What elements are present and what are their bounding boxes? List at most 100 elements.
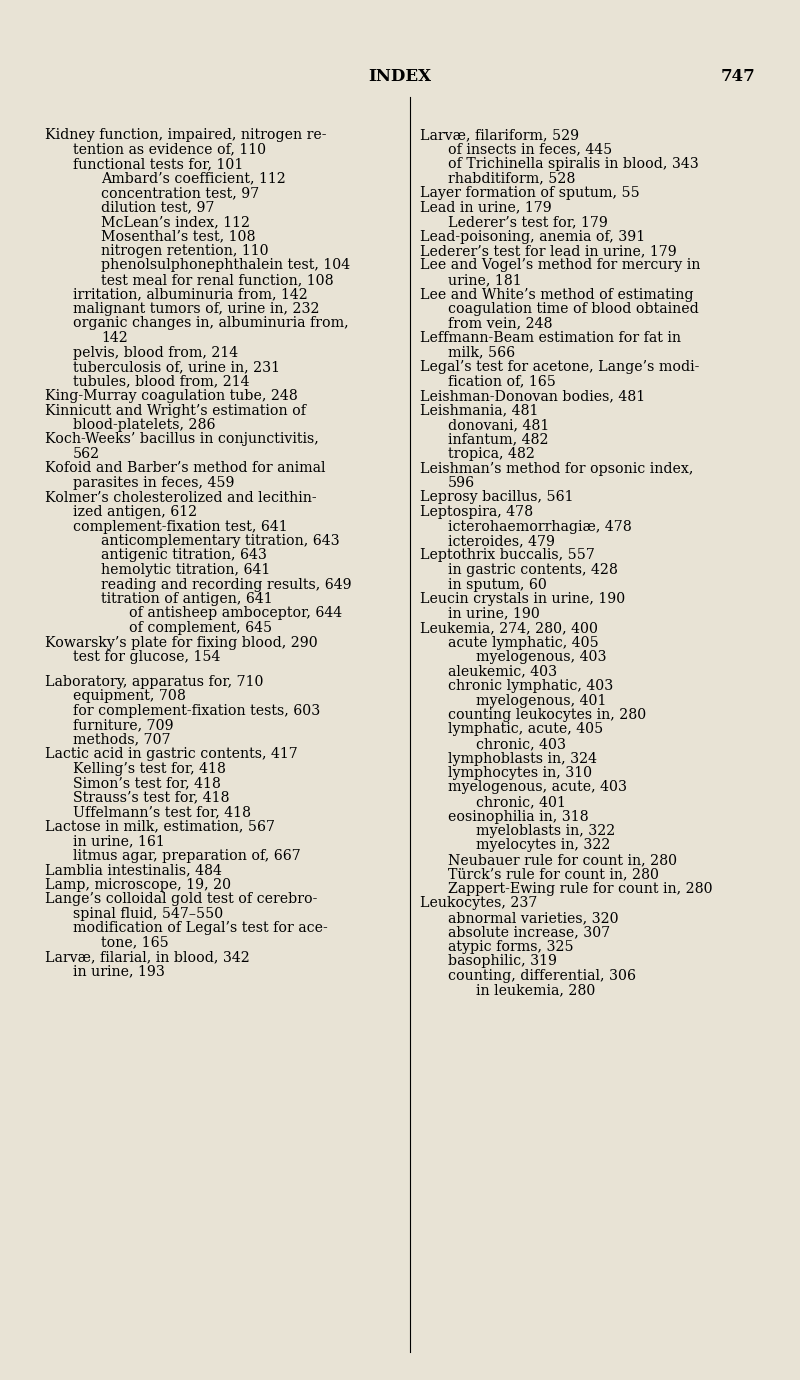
Text: for complement-fixation tests, 603: for complement-fixation tests, 603 (73, 704, 320, 718)
Text: Leishman-Donovan bodies, 481: Leishman-Donovan bodies, 481 (420, 389, 645, 403)
Text: test for glucose, 154: test for glucose, 154 (73, 650, 220, 664)
Text: Lederer’s test for lead in urine, 179: Lederer’s test for lead in urine, 179 (420, 244, 677, 258)
Text: Lamblia intestinalis, 484: Lamblia intestinalis, 484 (45, 862, 222, 878)
Text: equipment, 708: equipment, 708 (73, 689, 186, 704)
Text: Leucin crystals in urine, 190: Leucin crystals in urine, 190 (420, 592, 626, 606)
Text: fication of, 165: fication of, 165 (448, 374, 556, 389)
Text: antigenic titration, 643: antigenic titration, 643 (101, 548, 267, 563)
Text: malignant tumors of, urine in, 232: malignant tumors of, urine in, 232 (73, 302, 319, 316)
Text: in leukemia, 280: in leukemia, 280 (476, 984, 595, 998)
Text: 596: 596 (448, 476, 475, 490)
Text: rhabditiform, 528: rhabditiform, 528 (448, 171, 575, 185)
Text: myelogenous, 401: myelogenous, 401 (476, 694, 606, 708)
Text: in urine, 161: in urine, 161 (73, 834, 165, 849)
Text: myelogenous, 403: myelogenous, 403 (476, 650, 606, 664)
Text: in urine, 190: in urine, 190 (448, 606, 540, 621)
Text: dilution test, 97: dilution test, 97 (101, 200, 214, 214)
Text: irritation, albuminuria from, 142: irritation, albuminuria from, 142 (73, 287, 308, 301)
Text: icteroides, 479: icteroides, 479 (448, 534, 555, 548)
Text: myelogenous, acute, 403: myelogenous, acute, 403 (448, 781, 627, 795)
Text: atypic forms, 325: atypic forms, 325 (448, 940, 574, 954)
Text: titration of antigen, 641: titration of antigen, 641 (101, 592, 273, 606)
Text: Lead-poisoning, anemia of, 391: Lead-poisoning, anemia of, 391 (420, 229, 645, 243)
Text: donovani, 481: donovani, 481 (448, 418, 550, 432)
Text: Simon’s test for, 418: Simon’s test for, 418 (73, 776, 221, 791)
Text: lymphatic, acute, 405: lymphatic, acute, 405 (448, 723, 603, 737)
Text: tention as evidence of, 110: tention as evidence of, 110 (73, 142, 266, 156)
Text: Lange’s colloidal gold test of cerebro-: Lange’s colloidal gold test of cerebro- (45, 891, 318, 907)
Text: reading and recording results, 649: reading and recording results, 649 (101, 577, 352, 592)
Text: Lead in urine, 179: Lead in urine, 179 (420, 200, 552, 214)
Text: Lactic acid in gastric contents, 417: Lactic acid in gastric contents, 417 (45, 747, 298, 762)
Text: tropica, 482: tropica, 482 (448, 447, 535, 461)
Text: Layer formation of sputum, 55: Layer formation of sputum, 55 (420, 186, 640, 200)
Text: Leishmania, 481: Leishmania, 481 (420, 403, 538, 418)
Text: Kofoid and Barber’s method for animal: Kofoid and Barber’s method for animal (45, 461, 326, 476)
Text: Leukocytes, 237: Leukocytes, 237 (420, 897, 538, 911)
Text: tone, 165: tone, 165 (101, 936, 169, 949)
Text: chronic, 403: chronic, 403 (476, 737, 566, 751)
Text: Neubauer rule for count in, 280: Neubauer rule for count in, 280 (448, 853, 677, 867)
Text: eosinophilia in, 318: eosinophilia in, 318 (448, 810, 589, 824)
Text: Kolmer’s cholesterolized and lecithin-: Kolmer’s cholesterolized and lecithin- (45, 490, 317, 505)
Text: absolute increase, 307: absolute increase, 307 (448, 926, 610, 940)
Text: Kelling’s test for, 418: Kelling’s test for, 418 (73, 762, 226, 776)
Text: blood-platelets, 286: blood-platelets, 286 (73, 418, 215, 432)
Text: tubules, blood from, 214: tubules, blood from, 214 (73, 374, 250, 389)
Text: of Trichinella spiralis in blood, 343: of Trichinella spiralis in blood, 343 (448, 157, 698, 171)
Text: parasites in feces, 459: parasites in feces, 459 (73, 476, 234, 490)
Text: Zappert-Ewing rule for count in, 280: Zappert-Ewing rule for count in, 280 (448, 882, 713, 896)
Text: from vein, 248: from vein, 248 (448, 316, 553, 330)
Text: Ambard’s coefficient, 112: Ambard’s coefficient, 112 (101, 171, 286, 185)
Text: King-Murray coagulation tube, 248: King-Murray coagulation tube, 248 (45, 389, 298, 403)
Text: of insects in feces, 445: of insects in feces, 445 (448, 142, 612, 156)
Text: functional tests for, 101: functional tests for, 101 (73, 157, 243, 171)
Text: milk, 566: milk, 566 (448, 345, 515, 360)
Text: chronic, 401: chronic, 401 (476, 795, 566, 809)
Text: ized antigen, 612: ized antigen, 612 (73, 505, 197, 519)
Text: complement-fixation test, 641: complement-fixation test, 641 (73, 519, 288, 534)
Text: Leishman’s method for opsonic index,: Leishman’s method for opsonic index, (420, 461, 694, 476)
Text: urine, 181: urine, 181 (448, 273, 522, 287)
Text: Larvæ, filariform, 529: Larvæ, filariform, 529 (420, 128, 579, 142)
Text: basophilic, 319: basophilic, 319 (448, 955, 557, 969)
Text: furniture, 709: furniture, 709 (73, 718, 174, 733)
Text: hemolytic titration, 641: hemolytic titration, 641 (101, 563, 270, 577)
Text: Laboratory, apparatus for, 710: Laboratory, apparatus for, 710 (45, 675, 263, 689)
Text: coagulation time of blood obtained: coagulation time of blood obtained (448, 302, 698, 316)
Text: in urine, 193: in urine, 193 (73, 965, 165, 978)
Text: counting, differential, 306: counting, differential, 306 (448, 969, 636, 983)
Text: modification of Legal’s test for ace-: modification of Legal’s test for ace- (73, 922, 328, 936)
Text: INDEX: INDEX (369, 68, 431, 86)
Text: in sputum, 60: in sputum, 60 (448, 577, 547, 592)
Text: Mosenthal’s test, 108: Mosenthal’s test, 108 (101, 229, 255, 243)
Text: Lee and White’s method of estimating: Lee and White’s method of estimating (420, 287, 694, 301)
Text: of complement, 645: of complement, 645 (129, 621, 272, 635)
Text: nitrogen retention, 110: nitrogen retention, 110 (101, 244, 269, 258)
Text: chronic lymphatic, 403: chronic lymphatic, 403 (448, 679, 614, 693)
Text: in gastric contents, 428: in gastric contents, 428 (448, 563, 618, 577)
Text: abnormal varieties, 320: abnormal varieties, 320 (448, 911, 618, 925)
Text: Leukemia, 274, 280, 400: Leukemia, 274, 280, 400 (420, 621, 598, 635)
Text: Lee and Vogel’s method for mercury in: Lee and Vogel’s method for mercury in (420, 258, 700, 272)
Text: myelocytes in, 322: myelocytes in, 322 (476, 839, 610, 853)
Text: icterohaemorrhagiæ, 478: icterohaemorrhagiæ, 478 (448, 519, 632, 534)
Text: anticomplementary titration, 643: anticomplementary titration, 643 (101, 534, 340, 548)
Text: Leffmann-Beam estimation for fat in: Leffmann-Beam estimation for fat in (420, 331, 681, 345)
Text: Leptothrix buccalis, 557: Leptothrix buccalis, 557 (420, 548, 595, 563)
Text: 562: 562 (73, 447, 100, 461)
Text: lymphocytes in, 310: lymphocytes in, 310 (448, 766, 592, 780)
Text: acute lymphatic, 405: acute lymphatic, 405 (448, 636, 598, 650)
Text: test meal for renal function, 108: test meal for renal function, 108 (101, 273, 334, 287)
Text: Uffelmann’s test for, 418: Uffelmann’s test for, 418 (73, 805, 251, 820)
Text: aleukemic, 403: aleukemic, 403 (448, 665, 557, 679)
Text: Strauss’s test for, 418: Strauss’s test for, 418 (73, 791, 230, 805)
Text: myeloblasts in, 322: myeloblasts in, 322 (476, 824, 615, 838)
Text: litmus agar, preparation of, 667: litmus agar, preparation of, 667 (73, 849, 301, 862)
Text: tuberculosis of, urine in, 231: tuberculosis of, urine in, 231 (73, 360, 280, 374)
Text: phenolsulphonephthalein test, 104: phenolsulphonephthalein test, 104 (101, 258, 350, 272)
Text: Leprosy bacillus, 561: Leprosy bacillus, 561 (420, 490, 574, 505)
Text: McLean’s index, 112: McLean’s index, 112 (101, 215, 250, 229)
Text: Lederer’s test for, 179: Lederer’s test for, 179 (448, 215, 608, 229)
Text: concentration test, 97: concentration test, 97 (101, 186, 259, 200)
